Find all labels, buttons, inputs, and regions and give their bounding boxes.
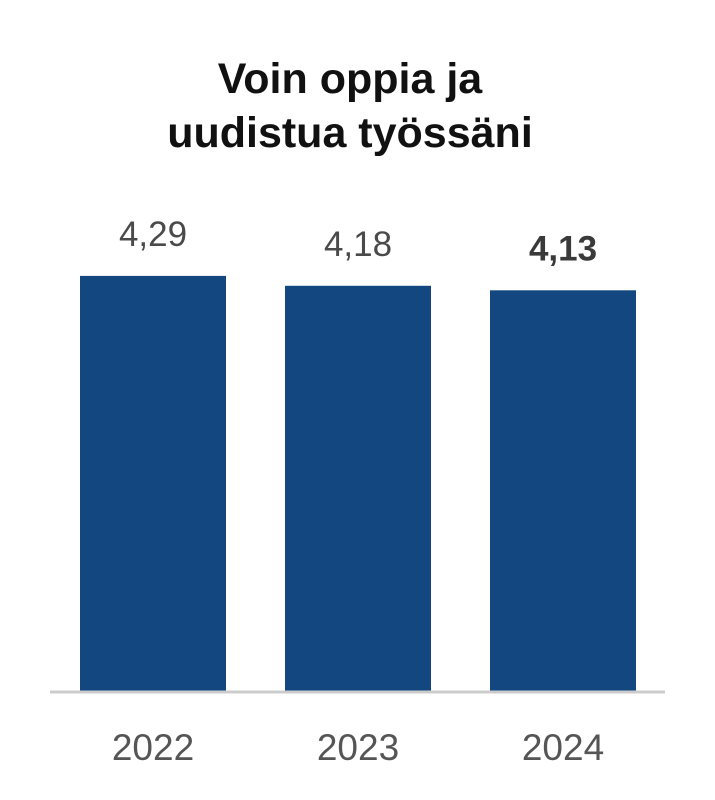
chart-title: Voin oppia ja uudistua työssäni (0, 52, 700, 160)
data-label-2022: 4,29 (119, 215, 187, 254)
chart-title-line-2: uudistua työssäni (167, 109, 533, 157)
chart-title-line-1: Voin oppia ja (217, 55, 483, 103)
x-tick-label-2024: 2024 (522, 727, 604, 768)
data-label-2023: 4,18 (324, 225, 392, 264)
data-label-2024: 4,13 (529, 229, 597, 268)
x-tick-label-2023: 2023 (317, 727, 399, 768)
bar-2024 (490, 290, 636, 692)
x-tick-label-2022: 2022 (112, 727, 194, 768)
bar-2022 (80, 275, 226, 692)
bar-2023 (285, 285, 431, 692)
